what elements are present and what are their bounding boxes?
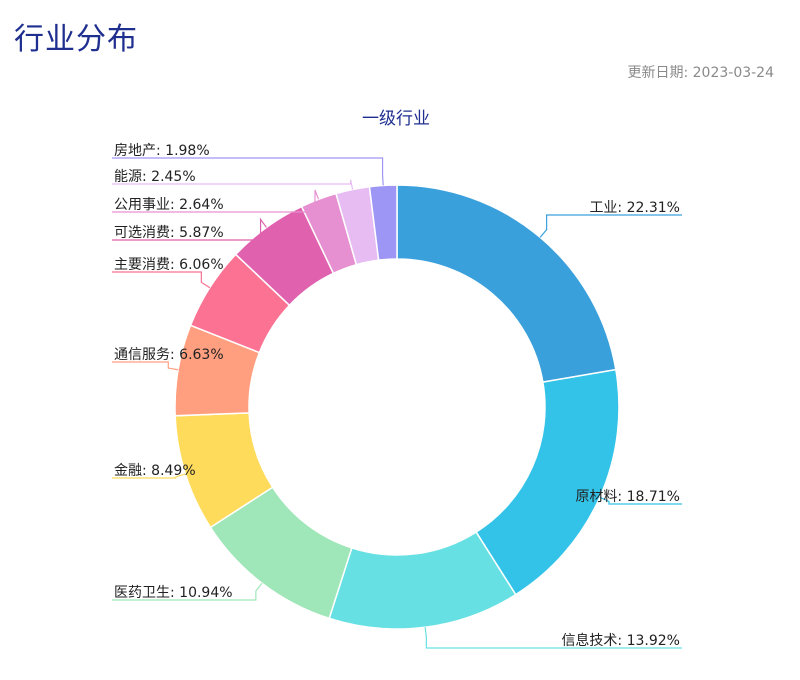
leader-line-1 <box>539 214 682 238</box>
leader-line-8 <box>112 217 267 241</box>
slice-label-2: 原材料: 18.71% <box>575 489 680 505</box>
leader-line-7 <box>112 271 211 289</box>
leader-line-2 <box>599 496 682 505</box>
leader-line-3 <box>424 627 682 649</box>
chart-labels: 工业: 22.31% 原材料: 18.71% 信息技术: 13.92% 医药卫生: 1… <box>114 143 680 649</box>
slice-label-9: 公用事业: 2.64% <box>114 197 224 213</box>
leader-line-4 <box>112 582 263 601</box>
leader-line-11 <box>112 157 384 186</box>
leader-line-6 <box>112 361 179 371</box>
slice-label-6: 通信服务: 6.63% <box>114 347 224 363</box>
slice-11[interactable] <box>368 184 398 261</box>
slice-label-11: 房地产: 1.98% <box>114 143 210 159</box>
update-date: 更新日期: 2023-03-24 <box>627 65 774 81</box>
page-title: 行业分布 <box>14 22 138 57</box>
chart-slices <box>174 184 620 630</box>
chart-leader-lines <box>112 157 682 649</box>
slice-1[interactable] <box>396 184 617 383</box>
leader-line-9 <box>112 189 320 213</box>
slice-label-10: 能源: 2.45% <box>114 169 196 185</box>
slice-label-8: 可选消费: 5.87% <box>114 225 224 241</box>
chart-title: 一级行业 <box>362 109 430 129</box>
slice-label-3: 信息技术: 13.92% <box>561 632 680 649</box>
slice-label-5: 金融: 8.49% <box>114 463 196 479</box>
leader-line-5 <box>112 473 186 479</box>
slice-label-7: 主要消费: 6.06% <box>114 257 224 273</box>
leader-line-10 <box>112 179 354 190</box>
slice-label-1: 工业: 22.31% <box>589 200 680 216</box>
slice-2[interactable] <box>475 368 620 596</box>
slice-label-4: 医药卫生: 10.94% <box>114 585 233 601</box>
